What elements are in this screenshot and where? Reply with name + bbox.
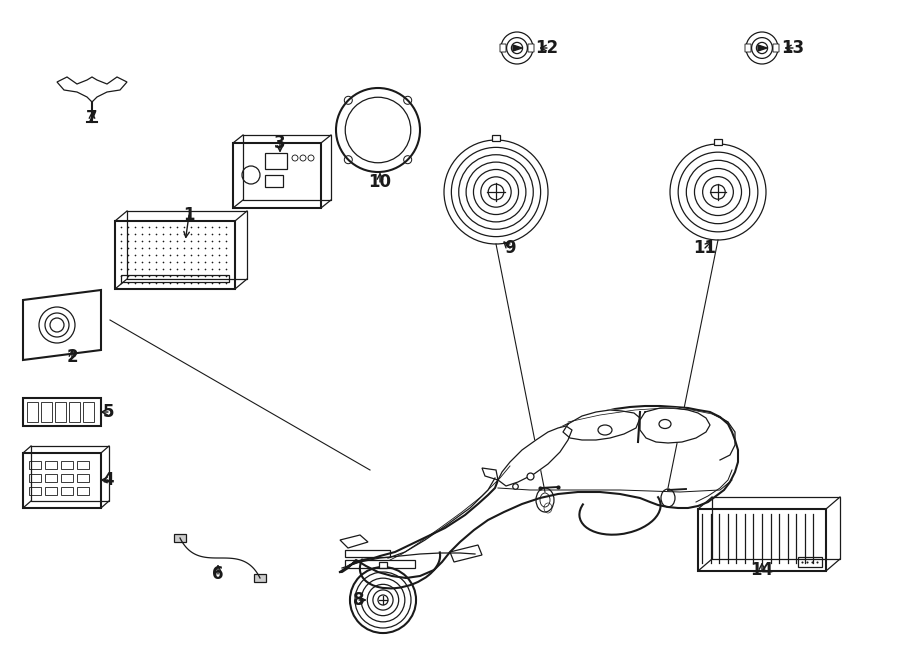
Polygon shape <box>340 406 738 578</box>
Bar <box>121 275 229 282</box>
Bar <box>61 474 73 482</box>
FancyBboxPatch shape <box>528 44 534 52</box>
Bar <box>265 175 283 187</box>
Bar <box>23 398 101 426</box>
Bar <box>55 402 66 422</box>
Text: 11: 11 <box>694 239 716 257</box>
Bar <box>77 474 89 482</box>
Bar <box>23 453 101 508</box>
Bar <box>45 474 57 482</box>
Bar <box>492 135 500 141</box>
FancyBboxPatch shape <box>745 44 751 52</box>
Polygon shape <box>563 410 640 440</box>
Bar <box>265 153 287 169</box>
Text: 2: 2 <box>67 348 77 366</box>
Text: 12: 12 <box>536 39 559 57</box>
Bar <box>254 574 266 582</box>
Polygon shape <box>640 408 710 443</box>
Bar <box>698 509 826 571</box>
Bar <box>29 461 41 469</box>
Bar <box>61 487 73 495</box>
Polygon shape <box>513 45 522 51</box>
Bar <box>29 474 41 482</box>
Text: 6: 6 <box>212 565 224 583</box>
Text: 13: 13 <box>781 39 805 57</box>
FancyBboxPatch shape <box>500 44 506 52</box>
Text: 1: 1 <box>184 206 194 224</box>
Bar <box>345 560 415 568</box>
Bar <box>41 402 52 422</box>
FancyBboxPatch shape <box>773 44 779 52</box>
Text: 4: 4 <box>103 471 113 489</box>
Text: 5: 5 <box>103 403 113 421</box>
Bar <box>77 461 89 469</box>
Text: 8: 8 <box>353 591 364 609</box>
Bar <box>798 557 822 567</box>
Bar <box>174 534 186 542</box>
Polygon shape <box>23 290 101 360</box>
Bar <box>45 487 57 495</box>
Bar <box>77 487 89 495</box>
Bar <box>69 402 80 422</box>
Text: 14: 14 <box>751 561 774 579</box>
Bar <box>714 139 722 145</box>
Bar <box>115 221 235 289</box>
Bar <box>45 461 57 469</box>
Text: 3: 3 <box>274 134 286 152</box>
Text: 9: 9 <box>504 239 516 257</box>
Text: 7: 7 <box>86 109 98 127</box>
Text: 10: 10 <box>368 173 392 191</box>
Bar <box>27 402 38 422</box>
Polygon shape <box>758 45 767 51</box>
Bar <box>345 550 390 557</box>
Bar <box>379 562 387 568</box>
Bar <box>83 402 94 422</box>
Polygon shape <box>498 426 572 486</box>
Bar <box>61 461 73 469</box>
Bar <box>233 143 321 208</box>
Bar <box>29 487 41 495</box>
